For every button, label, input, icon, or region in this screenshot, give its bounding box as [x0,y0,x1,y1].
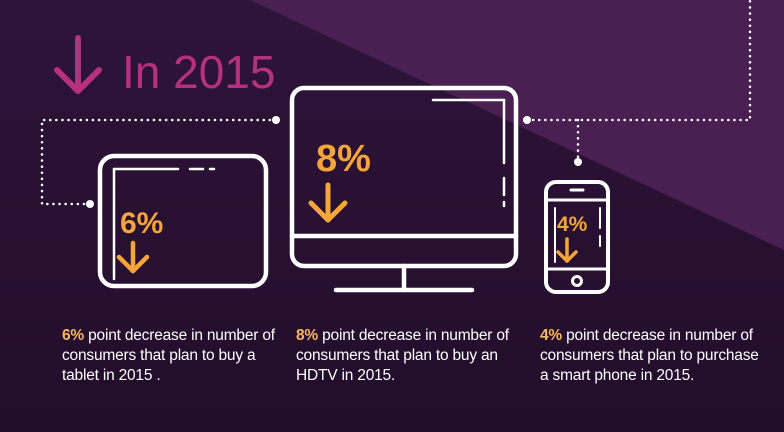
page-title: In 2015 [122,46,275,98]
tablet-caption: 6% point decrease in number of consumers… [62,326,282,386]
phone-caption-percent: 4% [540,327,563,344]
tv-icon [289,85,519,293]
phone-percent: 4% [557,213,588,236]
arrow-down-icon [54,35,102,94]
tablet-arrow-icon [116,240,150,274]
tablet-percent: 6% [120,207,163,240]
tablet-caption-percent: 6% [62,327,85,344]
tv-caption-text: point decrease in number of consumers th… [296,327,509,384]
phone-caption: 4% point decrease in number of consumers… [540,326,770,386]
phone-caption-text: point decrease in number of consumers th… [540,327,759,384]
connector-dots [86,116,582,208]
tv-arrow-icon [308,182,348,223]
tv-caption-percent: 8% [296,327,319,344]
phone-arrow-icon [556,237,578,263]
tablet-caption-text: point decrease in number of consumers th… [62,327,275,384]
tv-caption: 8% point decrease in number of consumers… [296,326,526,386]
tv-percent: 8% [316,138,371,180]
smartphone-icon [544,180,610,294]
tablet-icon [97,153,269,289]
dotted-connector [40,0,752,206]
